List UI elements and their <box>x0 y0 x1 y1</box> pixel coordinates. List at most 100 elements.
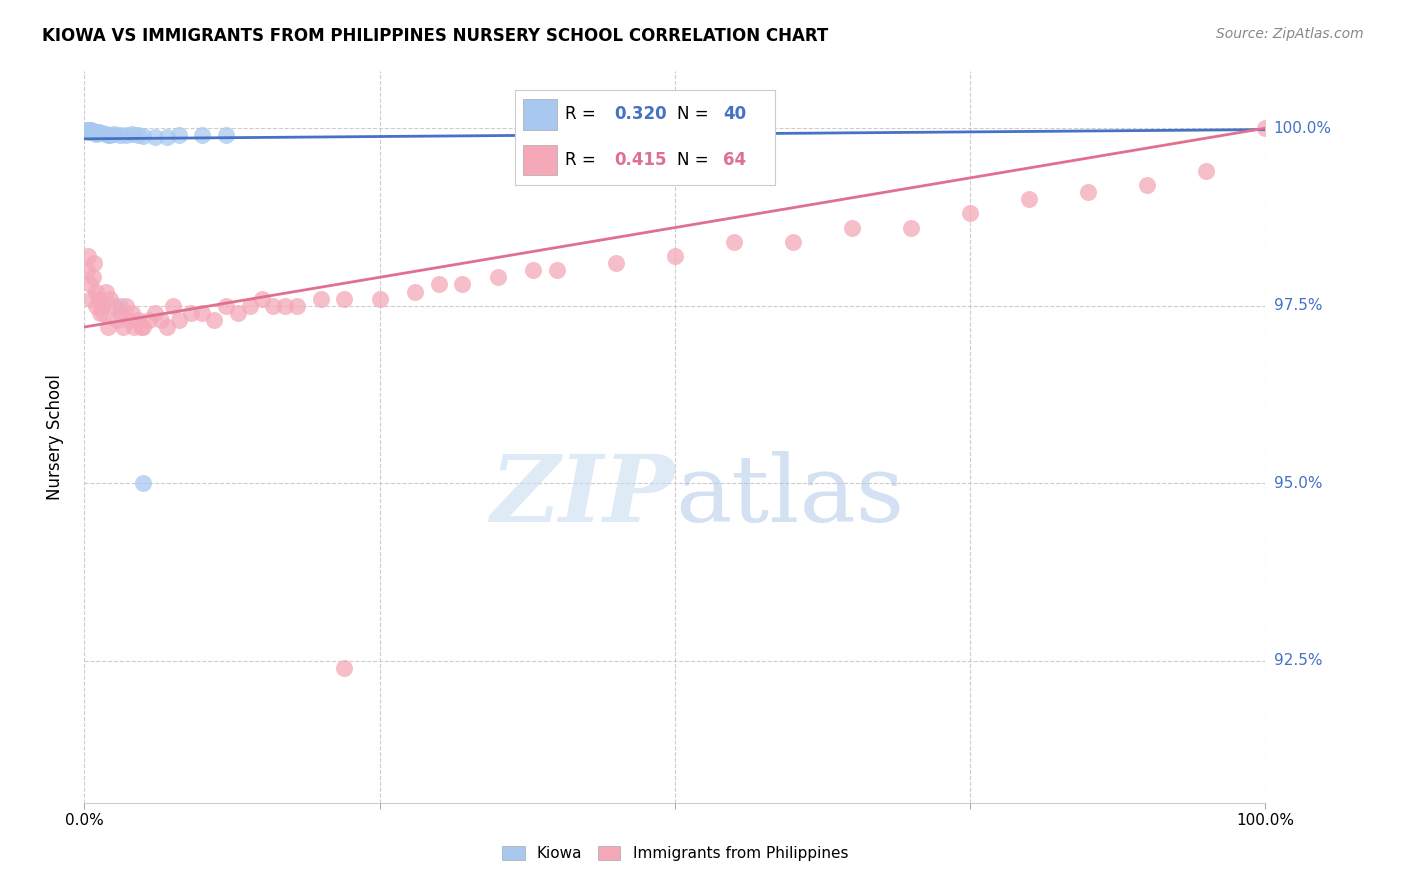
Point <box>91 306 114 320</box>
Point <box>333 292 356 306</box>
Point <box>127 313 149 327</box>
Text: KIOWA VS IMMIGRANTS FROM PHILIPPINES NURSERY SCHOOL CORRELATION CHART: KIOWA VS IMMIGRANTS FROM PHILIPPINES NUR… <box>42 27 828 45</box>
Point <box>959 206 981 220</box>
Point <box>900 220 922 235</box>
Point <box>107 313 129 327</box>
Point <box>841 220 863 235</box>
Point <box>127 128 149 143</box>
Point <box>98 292 121 306</box>
Point <box>80 292 103 306</box>
Point <box>94 285 117 299</box>
Point <box>138 313 160 327</box>
Point <box>156 320 179 334</box>
Point <box>84 126 107 140</box>
Text: 97.5%: 97.5% <box>1274 298 1322 313</box>
Point <box>83 256 105 270</box>
Point <box>156 130 179 145</box>
Point <box>97 320 120 334</box>
Point <box>451 277 474 292</box>
Point <box>89 126 111 140</box>
Point <box>309 292 332 306</box>
Point <box>1195 163 1218 178</box>
Point <box>723 235 745 249</box>
Point <box>84 126 107 140</box>
Point <box>77 122 100 136</box>
Point <box>77 125 100 139</box>
Point <box>132 476 155 491</box>
Point <box>76 122 98 136</box>
Point <box>91 299 114 313</box>
Point <box>77 122 100 136</box>
Point <box>118 313 141 327</box>
Point <box>121 127 143 141</box>
Point <box>132 320 155 334</box>
Point <box>333 661 356 675</box>
Point <box>114 128 136 143</box>
Point <box>76 263 98 277</box>
Point <box>82 125 104 139</box>
Point <box>103 127 125 141</box>
Y-axis label: Nursery School: Nursery School <box>45 374 63 500</box>
Point <box>86 125 108 139</box>
Point <box>79 124 101 138</box>
Point <box>129 320 152 334</box>
Point <box>143 306 166 320</box>
Point <box>87 125 110 139</box>
Point <box>215 128 238 143</box>
Point <box>285 299 308 313</box>
Point <box>167 313 190 327</box>
Point <box>132 128 155 143</box>
Point <box>522 263 544 277</box>
Point <box>82 270 104 285</box>
Point <box>94 127 117 141</box>
Point <box>202 313 225 327</box>
Point <box>546 263 568 277</box>
Point <box>664 249 686 263</box>
Point <box>782 235 804 249</box>
Point <box>79 123 101 137</box>
Point <box>191 128 214 143</box>
Point <box>368 292 391 306</box>
Point <box>1077 185 1099 199</box>
Point <box>274 299 297 313</box>
Point <box>121 306 143 320</box>
Point <box>84 285 107 299</box>
Point <box>1254 121 1277 136</box>
Text: 92.5%: 92.5% <box>1274 653 1322 668</box>
Point <box>167 128 190 143</box>
Point <box>77 123 100 137</box>
Point <box>77 249 100 263</box>
Point <box>84 299 107 313</box>
Text: atlas: atlas <box>675 450 904 541</box>
Point <box>215 299 238 313</box>
Point <box>98 128 121 142</box>
Point <box>97 128 120 142</box>
Point <box>1136 178 1159 192</box>
Point <box>108 299 131 313</box>
Text: Source: ZipAtlas.com: Source: ZipAtlas.com <box>1216 27 1364 41</box>
Point <box>89 306 111 320</box>
Point <box>180 306 202 320</box>
Point <box>486 270 509 285</box>
Point <box>262 299 284 313</box>
Point <box>250 292 273 306</box>
Point <box>80 124 103 138</box>
Point <box>79 277 101 292</box>
Point <box>75 122 97 136</box>
Legend: Kiowa, Immigrants from Philippines: Kiowa, Immigrants from Philippines <box>502 846 848 861</box>
Point <box>77 123 100 137</box>
Point <box>83 125 105 139</box>
Text: ZIP: ZIP <box>491 450 675 541</box>
Point <box>75 124 97 138</box>
Point <box>80 123 103 137</box>
Point <box>226 306 249 320</box>
Point <box>191 306 214 320</box>
Text: 95.0%: 95.0% <box>1274 475 1322 491</box>
Point <box>82 124 104 138</box>
Point <box>143 129 166 144</box>
Point <box>77 124 100 138</box>
Point <box>114 299 136 313</box>
Point <box>150 313 173 327</box>
Text: 100.0%: 100.0% <box>1274 120 1331 136</box>
Point <box>1018 192 1040 206</box>
